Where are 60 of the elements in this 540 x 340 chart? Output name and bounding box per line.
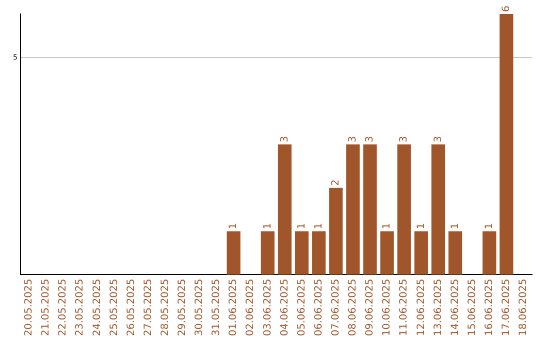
bar bbox=[431, 144, 446, 275]
x-tick-label: 14.06.2025 bbox=[450, 278, 461, 336]
x-tick-label: 01.06.2025 bbox=[228, 278, 240, 336]
bar bbox=[363, 144, 377, 275]
data-label: 3 bbox=[279, 136, 290, 142]
data-label: 1 bbox=[228, 222, 240, 230]
bar bbox=[380, 231, 394, 275]
data-label: 6 bbox=[501, 6, 512, 12]
x-tick-label: 08.06.2025 bbox=[348, 278, 359, 336]
x-tick-label: 20.05.2025 bbox=[24, 278, 35, 336]
x-tick-label: 03.06.2025 bbox=[262, 278, 274, 336]
bar bbox=[482, 231, 496, 275]
data-label: 3 bbox=[432, 136, 444, 142]
x-tick-label: 27.05.2025 bbox=[142, 278, 154, 336]
bar bbox=[260, 231, 275, 275]
x-tick-label: 04.06.2025 bbox=[279, 278, 290, 336]
data-label: 3 bbox=[398, 136, 410, 142]
x-tick-label: 28.05.2025 bbox=[160, 278, 171, 336]
x-tick-label: 21.05.2025 bbox=[40, 278, 52, 336]
x-tick-label: 18.06.2025 bbox=[518, 278, 530, 336]
x-tick-label: 26.05.2025 bbox=[126, 278, 137, 336]
x-tick-label: 22.05.2025 bbox=[58, 278, 69, 336]
bar bbox=[500, 14, 514, 275]
x-tick-label: 13.06.2025 bbox=[432, 278, 444, 336]
x-tick-label: 02.06.2025 bbox=[245, 278, 256, 336]
x-tick-label: 16.06.2025 bbox=[484, 278, 495, 336]
x-tick-label: 24.05.2025 bbox=[92, 278, 103, 336]
bar bbox=[226, 231, 240, 275]
bar bbox=[414, 231, 428, 275]
x-tick-label: 07.06.2025 bbox=[330, 278, 342, 336]
x-tick-label: 17.06.2025 bbox=[501, 278, 512, 336]
x-tick-label: 23.05.2025 bbox=[74, 278, 86, 336]
x-tick-label: 12.06.2025 bbox=[416, 278, 427, 336]
bar bbox=[312, 231, 326, 275]
x-tick-label: 09.06.2025 bbox=[364, 278, 376, 336]
x-tick-label: 25.05.2025 bbox=[108, 278, 120, 336]
data-label: 1 bbox=[416, 222, 427, 230]
bar bbox=[448, 231, 462, 275]
x-tick-label: 10.06.2025 bbox=[382, 278, 393, 336]
data-label: 1 bbox=[262, 222, 274, 230]
bar bbox=[397, 144, 411, 275]
x-tick-label: 31.05.2025 bbox=[211, 278, 222, 336]
data-label: 3 bbox=[348, 136, 359, 142]
x-tick-label: 11.06.2025 bbox=[398, 278, 410, 336]
bar bbox=[278, 144, 292, 275]
bar bbox=[346, 144, 360, 275]
x-tick-label: 06.06.2025 bbox=[313, 278, 324, 336]
data-label: 1 bbox=[313, 222, 324, 230]
data-label: 2 bbox=[330, 179, 342, 186]
x-tick-label: 15.06.2025 bbox=[466, 278, 478, 336]
x-tick-label: 30.05.2025 bbox=[194, 278, 206, 336]
data-label: 1 bbox=[484, 222, 495, 230]
bar bbox=[329, 188, 343, 275]
data-label: 1 bbox=[450, 222, 461, 230]
data-label: 1 bbox=[382, 222, 393, 230]
x-tick-label: 05.06.2025 bbox=[296, 278, 308, 336]
data-label: 3 bbox=[364, 136, 376, 142]
x-tick-label: 29.05.2025 bbox=[177, 278, 188, 336]
bar bbox=[294, 231, 309, 275]
data-label: 1 bbox=[296, 222, 308, 230]
